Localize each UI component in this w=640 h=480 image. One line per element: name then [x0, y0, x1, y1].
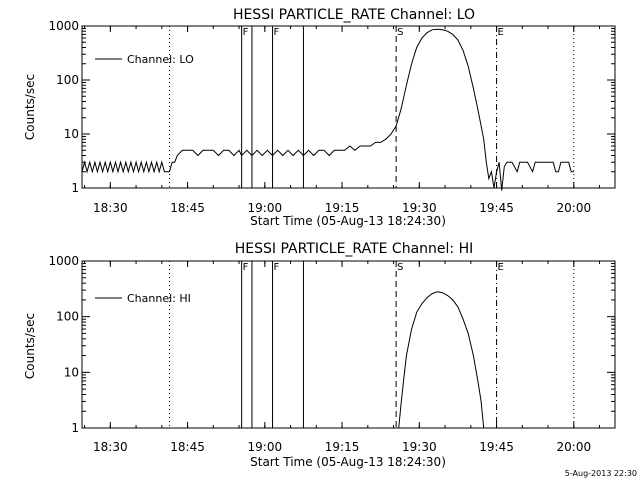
plot-frame-lo: [81, 25, 616, 189]
event-marker-label: S: [397, 27, 403, 38]
y-tick-label: 100: [56, 310, 79, 324]
x-tick-label: 19:30: [402, 201, 437, 215]
x-tick-label: 19:15: [325, 440, 360, 454]
series-line-lo: [81, 28, 574, 191]
legend-label-lo: Channel: LO: [127, 53, 194, 66]
y-axis-hi: 1 10 100 1000: [48, 254, 615, 435]
footer-timestamp: 5-Aug-2013 22:30: [565, 469, 637, 478]
x-tick-label: 18:45: [170, 440, 205, 454]
x-tick-label: 19:30: [402, 440, 437, 454]
event-marker-label: F: [243, 27, 249, 38]
x-tick-label: 18:30: [93, 440, 128, 454]
x-tick-label: 19:15: [325, 201, 360, 215]
x-axis-hi: 18:30 18:45 19:00 19:15 19:30 19:45 20:00: [84, 261, 601, 454]
x-tick-label: 19:45: [479, 201, 514, 215]
y-axis-lo: 1 10 100 1000: [48, 19, 615, 195]
y-tick-label: 1: [71, 421, 79, 435]
y-tick-label: 1: [71, 181, 79, 195]
y-axis-label-hi: Counts/sec: [23, 313, 37, 379]
event-marker-label: F: [274, 27, 280, 38]
series-line-hi: [398, 291, 485, 429]
chart-panel-lo: HESSI PARTICLE_RATE Channel: LO F F S E 18:…: [23, 7, 616, 228]
x-axis-label-hi: Start Time (05-Aug-13 18:24:30): [250, 455, 446, 469]
chart-panel-hi: HESSI PARTICLE_RATE Channel: HI F F S E 18:…: [23, 241, 616, 469]
y-axis-label-lo: Counts/sec: [23, 74, 37, 140]
event-marker-label: F: [274, 262, 280, 273]
chart-title-hi: HESSI PARTICLE_RATE Channel: HI: [235, 241, 473, 257]
legend-label-hi: Channel: HI: [127, 292, 191, 305]
x-tick-label: 20:00: [557, 440, 592, 454]
x-tick-label: 19:00: [248, 440, 283, 454]
x-axis-lo: 18:30 18:45 19:00 19:15 19:30 19:45 20:00: [84, 26, 601, 215]
y-tick-label: 100: [56, 73, 79, 87]
y-tick-label: 10: [64, 127, 79, 141]
event-marker-label: E: [498, 262, 504, 273]
x-tick-label: 18:45: [170, 201, 205, 215]
event-marker-label: F: [243, 262, 249, 273]
event-marker-label: S: [397, 262, 403, 273]
x-tick-label: 19:00: [248, 201, 283, 215]
y-tick-label: 10: [64, 365, 79, 379]
y-tick-label: 1000: [48, 19, 79, 33]
x-axis-label-lo: Start Time (05-Aug-13 18:24:30): [250, 214, 446, 228]
chart-title-lo: HESSI PARTICLE_RATE Channel: LO: [233, 7, 475, 23]
y-tick-label: 1000: [48, 254, 79, 268]
event-marker-label: E: [498, 27, 504, 38]
x-tick-label: 20:00: [557, 201, 592, 215]
plot-frame-hi: [81, 260, 616, 429]
x-tick-label: 18:30: [93, 201, 128, 215]
x-tick-label: 19:45: [479, 440, 514, 454]
